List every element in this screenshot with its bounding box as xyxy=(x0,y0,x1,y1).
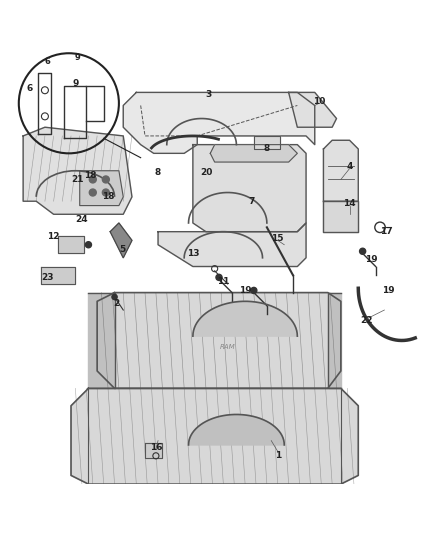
Text: RAM: RAM xyxy=(220,344,236,350)
Text: 8: 8 xyxy=(264,144,270,154)
Polygon shape xyxy=(254,136,280,149)
Polygon shape xyxy=(41,266,75,284)
Circle shape xyxy=(360,248,366,254)
Text: 8: 8 xyxy=(155,168,161,177)
Polygon shape xyxy=(123,92,315,154)
Text: 12: 12 xyxy=(47,231,60,240)
Circle shape xyxy=(85,241,92,248)
Text: 19: 19 xyxy=(365,255,378,264)
Polygon shape xyxy=(110,223,132,258)
Text: 1: 1 xyxy=(275,451,281,461)
Polygon shape xyxy=(328,293,341,389)
Text: 4: 4 xyxy=(346,162,353,171)
Polygon shape xyxy=(210,144,297,162)
Text: 17: 17 xyxy=(380,227,393,236)
Text: 2: 2 xyxy=(113,299,120,308)
Text: 13: 13 xyxy=(187,249,199,258)
Text: 9: 9 xyxy=(72,79,78,88)
Circle shape xyxy=(251,287,257,294)
Polygon shape xyxy=(323,140,358,201)
Text: 3: 3 xyxy=(205,90,211,99)
Polygon shape xyxy=(193,144,306,232)
Text: 6: 6 xyxy=(44,57,50,66)
Polygon shape xyxy=(323,201,358,232)
Text: 9: 9 xyxy=(74,53,81,62)
Polygon shape xyxy=(97,293,341,389)
Text: 23: 23 xyxy=(41,273,53,282)
Text: 18: 18 xyxy=(85,171,97,180)
Polygon shape xyxy=(193,301,297,336)
Circle shape xyxy=(112,294,117,300)
Polygon shape xyxy=(80,171,123,206)
Circle shape xyxy=(216,274,222,280)
Polygon shape xyxy=(289,92,336,127)
Text: 10: 10 xyxy=(313,96,325,106)
Text: 20: 20 xyxy=(200,168,212,177)
Polygon shape xyxy=(145,443,162,458)
Circle shape xyxy=(102,176,110,183)
Text: 14: 14 xyxy=(343,199,356,208)
Text: 11: 11 xyxy=(217,277,230,286)
Circle shape xyxy=(102,189,110,196)
Circle shape xyxy=(89,176,96,183)
Polygon shape xyxy=(88,293,115,389)
Text: 24: 24 xyxy=(76,215,88,224)
Text: 15: 15 xyxy=(272,233,284,243)
Polygon shape xyxy=(71,389,358,484)
Polygon shape xyxy=(188,415,284,445)
Polygon shape xyxy=(58,236,84,254)
Text: 19: 19 xyxy=(382,286,395,295)
Text: 22: 22 xyxy=(361,317,373,326)
Text: 16: 16 xyxy=(150,442,162,451)
Polygon shape xyxy=(23,127,132,214)
Circle shape xyxy=(89,189,96,196)
Text: 6: 6 xyxy=(27,84,33,93)
Text: 18: 18 xyxy=(102,192,114,201)
Text: 19: 19 xyxy=(239,286,251,295)
Polygon shape xyxy=(158,223,306,266)
Text: 5: 5 xyxy=(119,245,126,254)
Text: 21: 21 xyxy=(71,175,84,184)
Text: 7: 7 xyxy=(248,197,255,206)
